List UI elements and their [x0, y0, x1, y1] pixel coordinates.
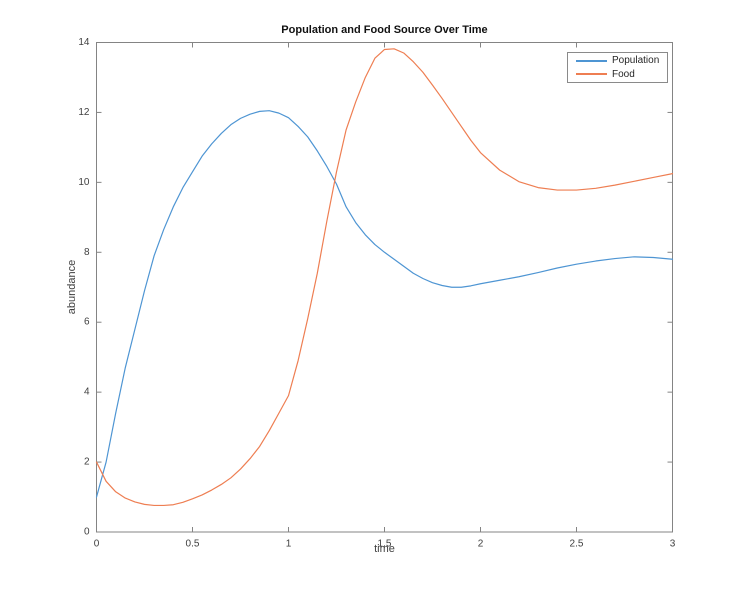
legend-line-food [576, 73, 607, 76]
y-tick-label: 8 [84, 247, 90, 258]
y-axis-label: abundance [66, 259, 78, 315]
x-axis-label: time [374, 543, 395, 555]
x-tick-label: 0.5 [186, 538, 200, 549]
x-tick-label: 1.5 [378, 538, 392, 549]
x-tick-label: 0 [94, 538, 100, 549]
legend-item-food: Food [576, 69, 667, 80]
x-tick-label: 3 [670, 538, 676, 549]
x-tick-label: 2.5 [570, 538, 584, 549]
y-tick-label: 14 [78, 37, 90, 48]
series-line-food [95, 48, 674, 507]
legend-label-population: Population [612, 55, 660, 67]
chart-title: Population and Food Source Over Time [281, 24, 488, 36]
legend-line-population [576, 59, 607, 62]
plot-border [96, 42, 673, 533]
legend-label-food: Food [612, 68, 635, 80]
legend: Population Food [567, 52, 668, 83]
series-line-population [95, 110, 674, 498]
x-tick-label: 2 [478, 538, 484, 549]
y-tick-label: 6 [84, 317, 90, 328]
y-tick-label: 10 [78, 177, 90, 188]
y-tick-label: 4 [84, 387, 90, 398]
y-tick-label: 0 [84, 527, 90, 538]
y-tick-label: 12 [78, 107, 90, 118]
x-tick-label: 1 [286, 538, 292, 549]
legend-item-population: Population [576, 55, 667, 66]
y-tick-label: 2 [84, 457, 90, 468]
